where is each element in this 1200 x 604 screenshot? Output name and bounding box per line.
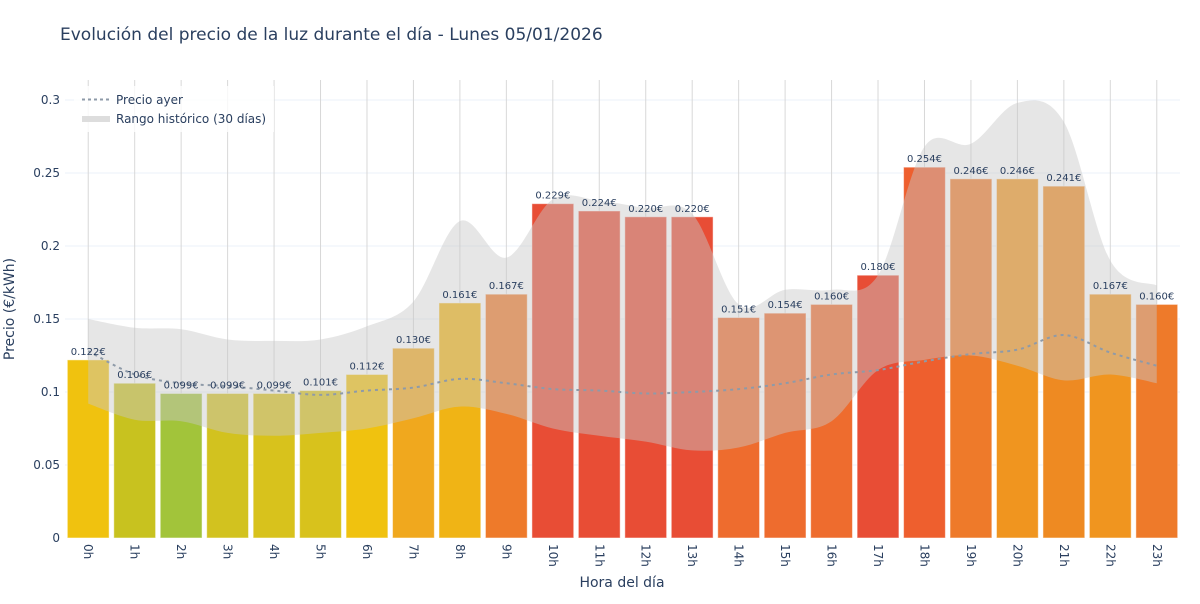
bar-23h xyxy=(1135,303,1179,539)
legend-item-historic-range[interactable]: Rango histórico (30 días) xyxy=(116,112,266,126)
x-tick-label: 9h xyxy=(499,544,513,559)
x-tick-label: 16h xyxy=(825,544,839,567)
x-tick-label: 10h xyxy=(546,544,560,567)
x-tick-label: 2h xyxy=(174,544,188,559)
x-tick-label: 18h xyxy=(917,544,931,567)
bar-7h xyxy=(392,347,435,539)
bar-value-label: 0.254€ xyxy=(907,154,942,165)
bar-value-label: 0.220€ xyxy=(675,204,710,215)
bar-value-label: 0.224€ xyxy=(582,198,617,209)
bar-14h xyxy=(717,317,761,539)
historic-range-band xyxy=(88,100,1157,451)
bar-value-label: 0.151€ xyxy=(721,305,756,316)
x-tick-label: 15h xyxy=(778,544,792,567)
bar-0h xyxy=(66,359,110,539)
y-tick-label: 0.3 xyxy=(41,93,60,107)
x-tick-label: 21h xyxy=(1057,544,1071,567)
y-tick-label: 0.25 xyxy=(33,166,60,180)
bar-value-label: 0.130€ xyxy=(396,335,431,346)
bar-4h xyxy=(252,392,296,539)
bar-5h xyxy=(299,390,342,539)
x-tick-label: 19h xyxy=(964,544,978,567)
bar-2h xyxy=(159,392,203,539)
bar-13h xyxy=(670,216,714,539)
x-tick-label: 3h xyxy=(221,544,235,559)
bar-17h xyxy=(856,274,900,539)
bar-value-label: 0.241€ xyxy=(1046,173,1081,184)
bar-12h xyxy=(624,216,668,539)
bar-value-label: 0.112€ xyxy=(349,361,384,372)
bar-22h xyxy=(1088,293,1132,539)
bar-11h xyxy=(577,210,621,539)
x-tick-label: 1h xyxy=(128,544,142,559)
yesterday-price-path xyxy=(87,334,1158,396)
x-axis-ticks: 0h 1h 2h 3h 4h 5h 6h 7h 8h 9h 10h 11h 12h 13h 14h 15h 16… xyxy=(81,544,1164,567)
x-tick-label: 13h xyxy=(685,544,699,567)
bar-value-label: 0.099€ xyxy=(164,380,199,391)
bar-value-label: 0.099€ xyxy=(210,380,245,391)
bar-10h xyxy=(531,203,575,539)
bar-1h xyxy=(113,382,157,539)
bar-19h xyxy=(949,178,993,539)
bar-value-label: 0.161€ xyxy=(442,290,477,301)
x-tick-label: 20h xyxy=(1010,544,1024,567)
legend-background xyxy=(74,86,274,132)
bar-value-label: 0.106€ xyxy=(117,370,152,381)
legend-item-yesterday[interactable]: Precio ayer xyxy=(116,93,183,107)
bar-value-label: 0.154€ xyxy=(768,300,803,311)
y-axis-ticks: 0 0.05 0.1 0.15 0.2 0.25 0.3 xyxy=(33,93,60,545)
y-tick-label: 0.1 xyxy=(41,385,60,399)
bar-value-label: 0.180€ xyxy=(861,262,896,273)
y-tick-label: 0.2 xyxy=(41,239,60,253)
bar-value-label: 0.220€ xyxy=(628,204,663,215)
legend-band-swatch-icon xyxy=(82,116,110,122)
x-tick-label: 12h xyxy=(639,544,653,567)
bar-8h xyxy=(438,302,482,539)
yesterday-price-line xyxy=(87,334,1158,396)
bar-value-label: 0.167€ xyxy=(489,281,524,292)
bar-value-label: 0.167€ xyxy=(1093,281,1128,292)
bar-value-label: 0.246€ xyxy=(1000,166,1035,177)
bar-value-label: 0.122€ xyxy=(71,347,106,358)
x-tick-label: 5h xyxy=(314,544,328,559)
bar-16h xyxy=(810,303,853,539)
bar-21h xyxy=(1042,185,1086,539)
bar-9h xyxy=(484,293,528,539)
legend[interactable]: Precio ayer Rango histórico (30 días) xyxy=(74,86,274,132)
x-tick-label: 6h xyxy=(360,544,374,559)
bars xyxy=(66,166,1179,539)
y-axis-title: Precio (€/kWh) xyxy=(2,258,18,360)
y-tick-label: 0.05 xyxy=(33,458,60,472)
bar-value-labels: 0.122€ 0.106€ 0.099€ 0.099€ 0.099€ 0.101€ 0.11… xyxy=(71,154,1175,391)
x-axis-title: Hora del día xyxy=(579,575,664,591)
x-tick-label: 22h xyxy=(1103,544,1117,567)
x-tick-label: 0h xyxy=(81,544,95,559)
bar-value-label: 0.246€ xyxy=(953,166,988,177)
x-tick-label: 11h xyxy=(592,544,606,567)
bar-20h xyxy=(995,178,1039,539)
y-tick-label: 0 xyxy=(52,531,60,545)
bar-value-label: 0.160€ xyxy=(814,291,849,302)
bar-18h xyxy=(903,166,946,539)
x-tick-label: 23h xyxy=(1150,544,1164,567)
bar-value-label: 0.099€ xyxy=(257,380,292,391)
bar-value-label: 0.229€ xyxy=(535,191,570,202)
bar-15h xyxy=(763,312,807,539)
bar-value-label: 0.101€ xyxy=(303,378,338,389)
x-tick-label: 8h xyxy=(453,544,467,559)
bar-6h xyxy=(345,373,389,539)
bar-3h xyxy=(206,392,250,539)
y-tick-label: 0.15 xyxy=(33,312,60,326)
historic-range-area xyxy=(88,100,1157,451)
x-tick-label: 4h xyxy=(267,544,281,559)
x-tick-label: 7h xyxy=(406,544,420,559)
bar-value-label: 0.160€ xyxy=(1139,291,1174,302)
x-tick-label: 17h xyxy=(871,544,885,567)
chart-title: Evolución del precio de la luz durante e… xyxy=(60,25,603,45)
x-tick-label: 14h xyxy=(732,544,746,567)
